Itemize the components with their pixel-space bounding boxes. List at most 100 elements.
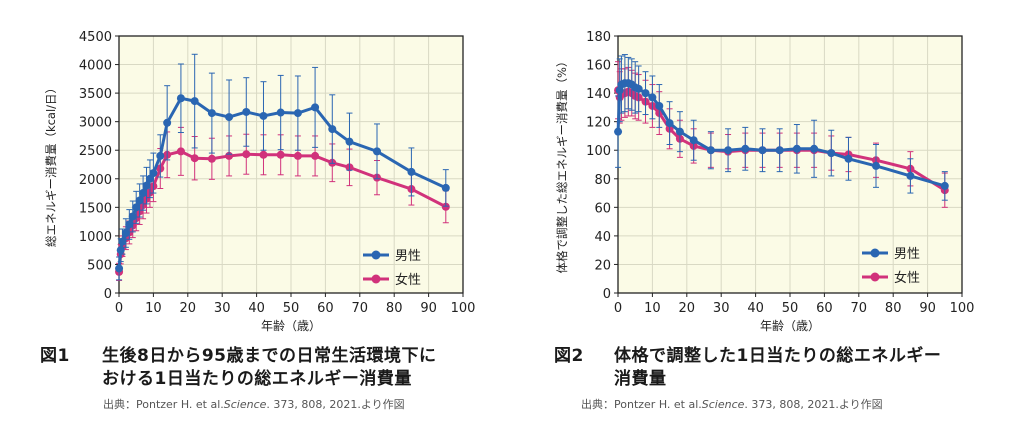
data-point <box>242 107 251 116</box>
series-line <box>117 96 447 269</box>
data-point <box>407 167 416 176</box>
data-point <box>156 151 165 160</box>
data-point <box>328 125 337 134</box>
y-tick-label: 120 <box>586 116 611 131</box>
x-tick-label: 60 <box>816 301 833 316</box>
y-axis-label: 体格で調整した総エネルギー消費量（%） <box>555 56 569 274</box>
legend-swatch-marker <box>870 248 880 258</box>
x-axis-label: 年齢（歳） <box>760 318 820 333</box>
x-tick-label: 80 <box>885 301 902 316</box>
legend-label: 男性 <box>395 249 421 264</box>
data-point <box>655 101 664 110</box>
journal-name: Science <box>223 398 267 411</box>
legend-label: 女性 <box>894 270 920 286</box>
data-point <box>311 151 320 160</box>
data-point <box>207 109 216 118</box>
adjusted-tee-chart: 0 20 40 60 80 100 120 140 160 180 0 10 20 30 40 50 60 70 8… <box>555 30 974 333</box>
data-point <box>675 127 684 136</box>
data-point <box>128 212 137 221</box>
x-tick-label: 60 <box>317 301 334 316</box>
series-male <box>614 54 949 201</box>
data-point <box>810 144 819 153</box>
data-point <box>276 150 285 159</box>
x-tick-label: 30 <box>713 301 730 316</box>
tee-chart: 0 500 1000 1500 2000 2500 3000 3500 4000 4500 0 10 2… <box>44 30 475 333</box>
x-tick-label: 30 <box>214 301 231 316</box>
y-tick-label: 40 <box>594 230 611 245</box>
legend-swatch-marker <box>371 274 381 284</box>
x-tick-label: 20 <box>679 301 696 316</box>
series-male <box>115 53 450 281</box>
data-point <box>706 146 715 155</box>
data-point <box>135 196 144 205</box>
data-point <box>641 89 650 98</box>
y-tick-label: 4500 <box>79 30 112 45</box>
data-point <box>665 119 674 128</box>
data-point <box>345 137 354 146</box>
y-tick-label: 0 <box>104 287 112 302</box>
x-tick-label: 20 <box>180 301 197 316</box>
y-tick-label: 80 <box>594 173 611 188</box>
data-point <box>827 149 836 158</box>
data-point <box>634 84 643 93</box>
plot-frame <box>118 35 464 294</box>
data-point <box>132 203 141 212</box>
y-tick-label: 2000 <box>79 173 112 188</box>
y-tick-label: 140 <box>586 87 611 102</box>
data-point <box>125 220 134 229</box>
figure-2-caption-line-1: 体格で調整した1日当たりの総エネルギー <box>614 346 942 366</box>
data-point <box>441 202 450 211</box>
data-point <box>190 97 199 106</box>
y-axis-label: 総エネルギー消費量（kcal/日） <box>44 82 58 247</box>
x-tick-label: 70 <box>352 301 369 316</box>
data-point <box>741 144 750 153</box>
y-tick-label: 0 <box>603 287 611 302</box>
data-point <box>775 146 784 155</box>
legend-swatch-marker <box>870 272 880 282</box>
data-point <box>441 183 450 192</box>
figure-1-source: 出典：Pontzer H. et al.Science. 373, 808, 2… <box>103 398 405 411</box>
data-point <box>149 169 158 178</box>
data-point <box>176 147 185 156</box>
data-point <box>190 154 199 163</box>
data-point <box>259 150 268 159</box>
x-tick-label: 10 <box>644 301 661 316</box>
data-point <box>142 181 151 190</box>
x-axis-label: 年齢（歳） <box>261 318 321 333</box>
x-tick-label: 40 <box>747 301 764 316</box>
x-tick-label: 70 <box>851 301 868 316</box>
figure-1-caption-line-2: おける1日当たりの総エネルギー消費量 <box>102 369 412 389</box>
data-point <box>758 146 767 155</box>
data-point <box>139 189 148 198</box>
figure-2-source: 出典：Pontzer H. et al.Science. 373, 808, 2… <box>581 398 883 411</box>
data-point <box>724 146 733 155</box>
data-point <box>259 111 268 120</box>
data-point <box>311 103 320 112</box>
x-tick-label: 50 <box>283 301 300 316</box>
y-tick-label: 3000 <box>79 116 112 131</box>
x-tick-label: 0 <box>614 301 622 316</box>
y-tick-label: 2500 <box>79 144 112 159</box>
figure-2-caption: 図2 体格で調整した1日当たりの総エネルギー 消費量 <box>554 345 1014 391</box>
x-tick-label: 90 <box>919 301 936 316</box>
y-tick-label: 1500 <box>79 201 112 216</box>
data-point <box>176 94 185 103</box>
legend-label: 男性 <box>894 247 920 262</box>
data-point <box>872 161 880 170</box>
x-tick-label: 10 <box>145 301 162 316</box>
data-point <box>689 136 698 145</box>
data-point <box>940 181 949 190</box>
data-point <box>115 264 124 273</box>
y-tick-label: 20 <box>594 258 611 273</box>
data-point <box>207 154 216 163</box>
data-point <box>906 171 915 180</box>
data-point <box>844 154 853 163</box>
journal-name: Science <box>701 398 745 411</box>
x-tick-label: 80 <box>386 301 403 316</box>
y-tick-label: 60 <box>594 201 611 216</box>
legend-swatch-marker <box>371 250 381 260</box>
y-tick-label: 500 <box>87 258 112 273</box>
data-point <box>118 237 127 246</box>
data-point <box>163 118 172 127</box>
x-tick-label: 0 <box>115 301 123 316</box>
